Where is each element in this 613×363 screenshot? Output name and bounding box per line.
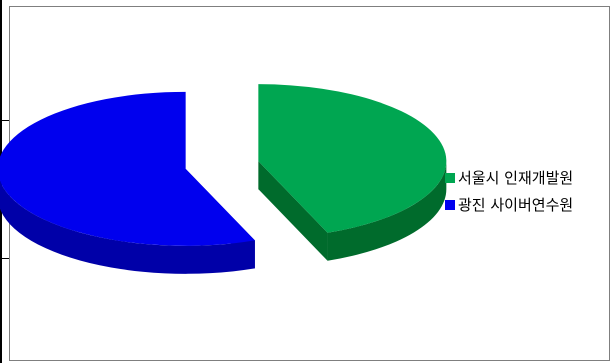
legend-item-seoul: 서울시 인재개발원 [445, 164, 573, 191]
legend: 서울시 인재개발원 광진 사이버연수원 [445, 164, 573, 218]
legend-label-gwangjin: 광진 사이버연수원 [458, 196, 574, 214]
left-tick-mark [0, 120, 9, 121]
pie-slice-seoul-cut [258, 161, 328, 261]
legend-swatch-seoul [445, 172, 455, 183]
legend-label-seoul: 서울시 인재개발원 [458, 169, 574, 187]
legend-item-gwangjin: 광진 사이버연수원 [445, 191, 573, 218]
left-tick-mark [0, 258, 9, 259]
pie-slice-seoul-side [327, 161, 447, 261]
pie-slice-gwangjin-side [0, 180, 255, 274]
pie-slice-gwangjin [0, 91, 255, 246]
pie-slice-seoul [258, 84, 447, 233]
legend-swatch-gwangjin [445, 199, 455, 210]
